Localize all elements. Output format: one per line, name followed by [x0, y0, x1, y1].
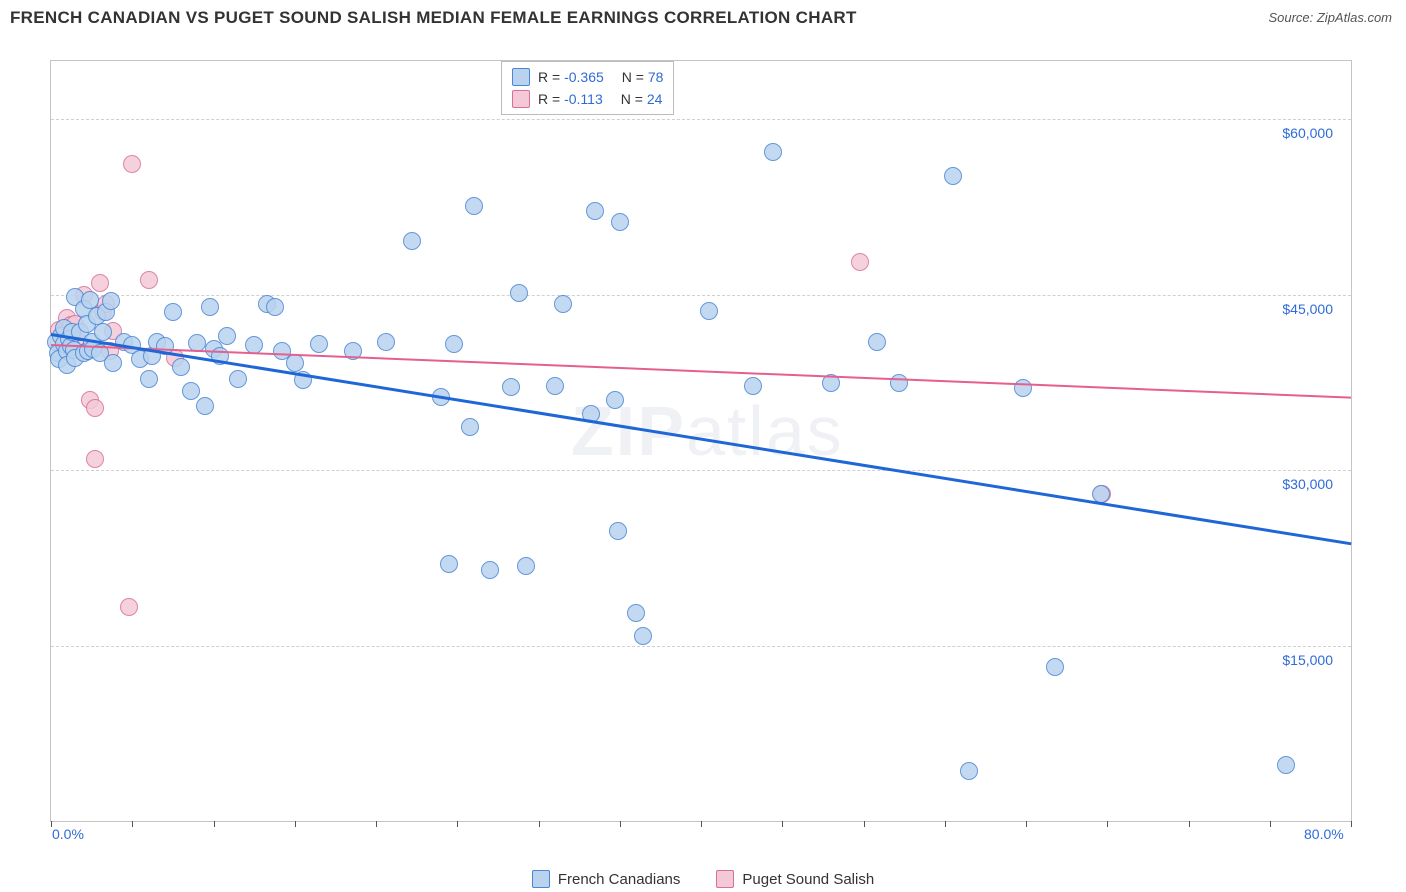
x-min-label: 0.0% — [52, 826, 84, 842]
x-tick — [1026, 821, 1027, 827]
scatter-point-a — [764, 143, 782, 161]
scatter-point-b — [140, 271, 158, 289]
swatch-a — [512, 68, 530, 86]
x-tick — [214, 821, 215, 827]
x-tick — [864, 821, 865, 827]
scatter-point-a — [517, 557, 535, 575]
legend-label-b: Puget Sound Salish — [742, 871, 874, 888]
scatter-point-a — [310, 335, 328, 353]
x-tick — [132, 821, 133, 827]
x-tick — [701, 821, 702, 827]
scatter-point-a — [81, 291, 99, 309]
scatter-point-a — [510, 284, 528, 302]
scatter-point-b — [86, 450, 104, 468]
scatter-point-a — [201, 298, 219, 316]
scatter-point-a — [700, 302, 718, 320]
scatter-point-a — [546, 377, 564, 395]
x-tick — [1107, 821, 1108, 827]
y-tick-label: $30,000 — [1282, 476, 1333, 492]
scatter-point-a — [229, 370, 247, 388]
swatch-b — [512, 90, 530, 108]
scatter-point-a — [403, 232, 421, 250]
scatter-point-a — [140, 370, 158, 388]
scatter-point-a — [1046, 658, 1064, 676]
y-tick-label: $15,000 — [1282, 652, 1333, 668]
x-tick — [782, 821, 783, 827]
x-tick — [1351, 821, 1352, 827]
scatter-point-b — [91, 274, 109, 292]
scatter-point-a — [465, 197, 483, 215]
scatter-point-a — [890, 374, 908, 392]
stats-text-a: R = -0.365N = 78 — [538, 66, 663, 88]
trend-line-b — [51, 344, 1351, 399]
swatch-a — [532, 870, 550, 888]
x-max-label: 80.0% — [1304, 826, 1344, 842]
scatter-point-a — [944, 167, 962, 185]
scatter-point-b — [120, 598, 138, 616]
scatter-point-a — [94, 323, 112, 341]
scatter-point-a — [445, 335, 463, 353]
scatter-point-b — [86, 399, 104, 417]
scatter-point-a — [1014, 379, 1032, 397]
scatter-point-a — [164, 303, 182, 321]
legend-item-a: French Canadians — [532, 870, 681, 888]
stats-row-b: R = -0.113N = 24 — [512, 88, 663, 110]
scatter-point-a — [461, 418, 479, 436]
scatter-point-a — [634, 627, 652, 645]
legend-item-b: Puget Sound Salish — [716, 870, 874, 888]
scatter-point-a — [481, 561, 499, 579]
scatter-point-b — [851, 253, 869, 271]
scatter-point-a — [586, 202, 604, 220]
x-tick — [945, 821, 946, 827]
stats-text-b: R = -0.113N = 24 — [538, 88, 662, 110]
scatter-point-a — [611, 213, 629, 231]
stats-row-a: R = -0.365N = 78 — [512, 66, 663, 88]
chart-title: FRENCH CANADIAN VS PUGET SOUND SALISH ME… — [10, 8, 857, 28]
scatter-point-a — [868, 333, 886, 351]
scatter-point-a — [627, 604, 645, 622]
x-tick — [1189, 821, 1190, 827]
x-tick — [620, 821, 621, 827]
scatter-point-a — [104, 354, 122, 372]
scatter-point-a — [102, 292, 120, 310]
scatter-point-a — [1092, 485, 1110, 503]
grid-line — [51, 646, 1351, 647]
scatter-point-a — [377, 333, 395, 351]
scatter-point-a — [1277, 756, 1295, 774]
bottom-legend: French Canadians Puget Sound Salish — [0, 870, 1406, 888]
x-tick — [295, 821, 296, 827]
swatch-b — [716, 870, 734, 888]
scatter-point-a — [960, 762, 978, 780]
y-tick-label: $45,000 — [1282, 301, 1333, 317]
scatter-point-a — [182, 382, 200, 400]
y-tick-label: $60,000 — [1282, 125, 1333, 141]
scatter-point-a — [196, 397, 214, 415]
scatter-point-a — [606, 391, 624, 409]
scatter-point-a — [502, 378, 520, 396]
source-label: Source: ZipAtlas.com — [1268, 10, 1392, 25]
scatter-plot: ZIPatlas $15,000$30,000$45,000$60,000R =… — [50, 60, 1352, 822]
scatter-point-a — [266, 298, 284, 316]
x-tick — [539, 821, 540, 827]
legend-label-a: French Canadians — [558, 871, 681, 888]
trend-line-a — [51, 333, 1351, 545]
grid-line — [51, 470, 1351, 471]
grid-line — [51, 295, 1351, 296]
scatter-point-a — [744, 377, 762, 395]
x-tick — [457, 821, 458, 827]
x-tick — [1270, 821, 1271, 827]
stats-legend: R = -0.365N = 78R = -0.113N = 24 — [501, 61, 674, 115]
scatter-point-a — [172, 358, 190, 376]
x-tick — [376, 821, 377, 827]
grid-line — [51, 119, 1351, 120]
scatter-point-a — [218, 327, 236, 345]
scatter-point-a — [609, 522, 627, 540]
scatter-point-a — [554, 295, 572, 313]
scatter-point-a — [440, 555, 458, 573]
scatter-point-b — [123, 155, 141, 173]
